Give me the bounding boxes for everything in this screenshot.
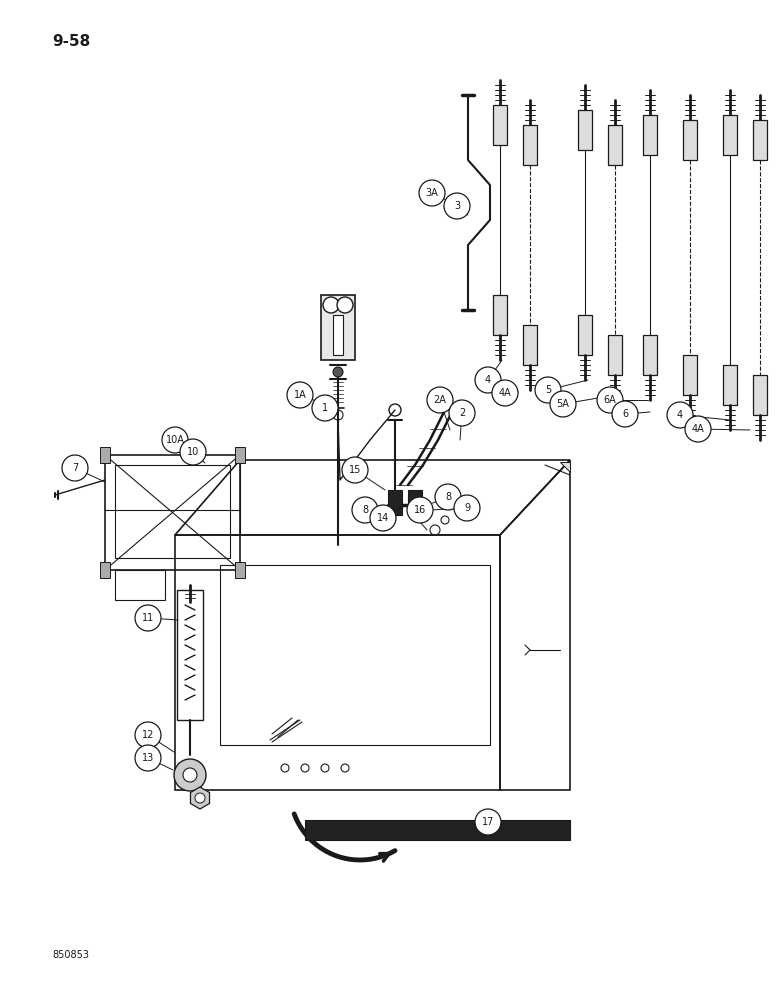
Text: 6: 6 [622, 409, 628, 419]
Circle shape [333, 367, 343, 377]
Circle shape [312, 395, 338, 421]
Polygon shape [753, 375, 767, 415]
Text: 17: 17 [482, 817, 495, 827]
Polygon shape [578, 110, 592, 150]
Circle shape [195, 793, 205, 803]
Text: 850853: 850853 [52, 950, 89, 960]
Circle shape [323, 297, 339, 313]
Polygon shape [643, 335, 657, 375]
Circle shape [135, 722, 161, 748]
Bar [235, 447, 245, 463]
Text: 9: 9 [464, 503, 470, 513]
Polygon shape [493, 295, 507, 335]
Circle shape [427, 387, 453, 413]
Circle shape [162, 427, 188, 453]
Text: 5: 5 [545, 385, 551, 395]
Text: 2: 2 [459, 408, 465, 418]
Circle shape [174, 759, 206, 791]
Text: 16: 16 [414, 505, 426, 515]
Polygon shape [723, 365, 737, 405]
Circle shape [135, 605, 161, 631]
Polygon shape [305, 820, 570, 840]
Circle shape [444, 193, 470, 219]
Circle shape [550, 391, 576, 417]
Text: 10A: 10A [165, 435, 184, 445]
Circle shape [62, 455, 88, 481]
Text: 1A: 1A [293, 390, 307, 400]
Text: 12: 12 [142, 730, 154, 740]
Polygon shape [608, 125, 622, 165]
Polygon shape [493, 105, 507, 145]
Bar [100, 562, 110, 578]
Circle shape [667, 402, 693, 428]
Text: 4A: 4A [498, 388, 512, 398]
Circle shape [492, 380, 518, 406]
Polygon shape [683, 355, 697, 395]
Text: 4: 4 [485, 375, 491, 385]
Circle shape [287, 382, 313, 408]
Circle shape [449, 400, 475, 426]
Circle shape [342, 457, 368, 483]
Circle shape [475, 809, 501, 835]
Circle shape [435, 484, 461, 510]
Circle shape [180, 439, 206, 465]
Circle shape [352, 497, 378, 523]
Text: 3A: 3A [426, 188, 438, 198]
Circle shape [419, 180, 445, 206]
Text: 13: 13 [142, 753, 154, 763]
Circle shape [183, 768, 197, 782]
Circle shape [337, 297, 353, 313]
Polygon shape [723, 115, 737, 155]
Polygon shape [408, 490, 422, 515]
Polygon shape [333, 315, 343, 355]
Text: 8: 8 [445, 492, 451, 502]
Polygon shape [388, 490, 402, 515]
Polygon shape [683, 120, 697, 160]
Circle shape [454, 495, 480, 521]
Bar [100, 447, 110, 463]
Text: 6A: 6A [604, 395, 616, 405]
Text: 4A: 4A [692, 424, 704, 434]
Text: 14: 14 [377, 513, 389, 523]
Text: 1: 1 [322, 403, 328, 413]
Text: 2A: 2A [434, 395, 446, 405]
Circle shape [475, 367, 501, 393]
Circle shape [135, 745, 161, 771]
Text: 3: 3 [454, 201, 460, 211]
Polygon shape [560, 462, 570, 472]
Text: 8: 8 [362, 505, 368, 515]
Text: 11: 11 [142, 613, 154, 623]
Text: 10: 10 [187, 447, 199, 457]
Polygon shape [753, 120, 767, 160]
Text: 5A: 5A [557, 399, 569, 409]
Circle shape [370, 505, 396, 531]
Circle shape [612, 401, 638, 427]
Circle shape [407, 497, 433, 523]
Polygon shape [643, 115, 657, 155]
Text: 4: 4 [677, 410, 683, 420]
Text: 7: 7 [72, 463, 78, 473]
Circle shape [685, 416, 711, 442]
Polygon shape [190, 787, 210, 809]
Text: 9-58: 9-58 [52, 34, 90, 49]
Polygon shape [608, 335, 622, 375]
Polygon shape [523, 325, 537, 365]
Circle shape [597, 387, 623, 413]
Bar [235, 562, 245, 578]
Polygon shape [523, 125, 537, 165]
Text: 15: 15 [349, 465, 361, 475]
Circle shape [535, 377, 561, 403]
Polygon shape [321, 295, 355, 360]
Polygon shape [578, 315, 592, 355]
